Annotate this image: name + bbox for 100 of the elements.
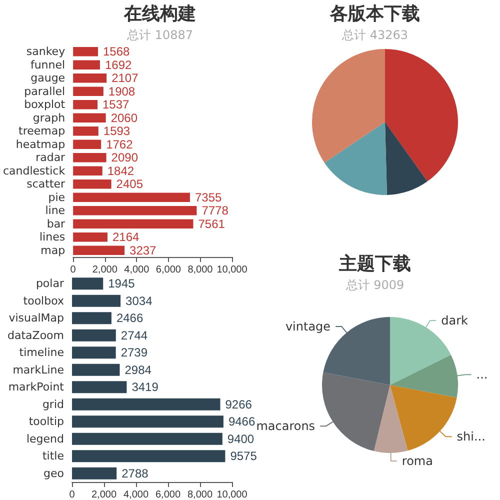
y-tick-label: scatter: [26, 178, 66, 191]
bar: [72, 450, 226, 462]
y-tick-label: radar: [36, 151, 66, 164]
data-label: 1842: [107, 164, 134, 178]
y-tick-label: grid: [42, 398, 64, 411]
y-tick-label: map: [40, 244, 66, 257]
slice-label: vintage: [285, 319, 331, 334]
data-label: 2090: [111, 150, 138, 165]
y-tick-label: tooltip: [28, 415, 64, 428]
x-tick-label: 8,000: [187, 490, 213, 500]
data-label: 1762: [106, 137, 134, 152]
data-label: 2405: [116, 177, 144, 192]
y-tick-label: graph: [32, 111, 66, 124]
data-label: 9575: [230, 449, 258, 464]
data-label: 2739: [120, 346, 148, 360]
bar: [72, 312, 112, 324]
data-label: 3237: [130, 243, 157, 258]
y-tick-label: treemap: [18, 124, 66, 138]
data-label: 7778: [202, 204, 229, 218]
bar: [73, 152, 106, 162]
bar: [72, 432, 222, 445]
y-tick-label: boxplot: [24, 98, 66, 112]
data-label: 1692: [104, 58, 132, 72]
chart-title: 在线构建: [123, 4, 196, 24]
bar: [73, 86, 104, 96]
data-label: 9466: [228, 414, 256, 429]
bar: [73, 232, 108, 242]
x-tick-label: 2,000: [92, 264, 118, 276]
y-tick-label: line: [45, 204, 66, 218]
y-tick-label: legend: [26, 432, 64, 446]
x-tick-label: 2,000: [91, 490, 117, 500]
y-tick-label: lines: [39, 230, 66, 244]
slice-label: ...: [476, 368, 488, 382]
bar: [73, 73, 107, 83]
bar: [72, 294, 121, 307]
slice-label: macarons: [256, 419, 316, 434]
slice-label: dark: [441, 313, 468, 328]
x-tick-label: 6,000: [155, 490, 181, 500]
bar: [73, 206, 197, 216]
y-tick-label: markPoint: [8, 380, 65, 394]
y-tick-label: timeline: [19, 346, 64, 360]
y-tick-label: visualMap: [8, 312, 64, 325]
y-tick-label: heatmap: [16, 138, 66, 151]
bar: [73, 246, 125, 256]
bar: [73, 179, 112, 189]
y-tick-label: markLine: [12, 363, 64, 376]
data-label: 2984: [124, 362, 152, 377]
y-tick-label: polar: [36, 277, 64, 290]
chart-subtitle: 总计 10887: [126, 28, 193, 42]
bar: [72, 467, 117, 480]
y-tick-label: dataZoom: [8, 328, 64, 342]
y-tick-label: sankey: [26, 45, 66, 58]
x-tick-label: 8,000: [188, 264, 214, 276]
data-label: 7561: [198, 216, 226, 231]
data-label: 1568: [103, 44, 130, 59]
chart-title: 各版本下载: [329, 4, 420, 24]
bar: [73, 126, 98, 136]
bar: [72, 278, 104, 290]
y-tick-label: bar: [46, 217, 66, 230]
x-tick-label: 0: [69, 490, 76, 500]
data-label: 2107: [112, 71, 139, 86]
y-tick-label: title: [42, 450, 64, 463]
bar: [73, 192, 190, 202]
y-tick-label: toolbox: [23, 294, 64, 308]
chart-title: 主题下载: [338, 254, 411, 274]
data-label: 1908: [108, 84, 136, 98]
y-tick-label: pie: [48, 190, 66, 204]
chart-subtitle: 总计 9009: [344, 278, 404, 292]
data-label: 3419: [132, 380, 159, 394]
y-tick-label: geo: [44, 466, 64, 480]
bar: [73, 100, 98, 110]
data-label: 9400: [227, 432, 254, 446]
x-tick-label: 10,000: [216, 264, 248, 276]
bar: [73, 166, 102, 176]
data-label: 9266: [225, 397, 252, 412]
data-label: 2788: [122, 466, 149, 480]
x-tick-label: 10,000: [216, 490, 248, 500]
data-label: 2164: [112, 230, 140, 244]
bar: [72, 381, 127, 394]
y-tick-label: gauge: [30, 72, 66, 85]
bar: [73, 46, 98, 56]
data-label: 2466: [116, 311, 144, 326]
x-tick-label: 6,000: [156, 264, 182, 276]
bar: [72, 364, 120, 376]
bar: [73, 60, 100, 70]
bar: [73, 140, 102, 150]
y-tick-label: candlestick: [2, 164, 66, 178]
bar: [72, 346, 116, 359]
y-tick-label: funnel: [30, 58, 66, 72]
x-tick-label: 0: [70, 264, 76, 276]
x-tick-label: 4,000: [124, 264, 150, 276]
data-label: 1537: [102, 98, 130, 112]
bar: [72, 329, 116, 342]
data-label: 1945: [108, 276, 136, 291]
bar: [72, 416, 224, 428]
chart-subtitle: 总计 43263: [341, 28, 408, 42]
data-label: 3034: [126, 294, 153, 308]
bar: [72, 398, 220, 410]
x-tick-label: 4,000: [123, 490, 149, 500]
slice-label: roma: [402, 454, 433, 468]
